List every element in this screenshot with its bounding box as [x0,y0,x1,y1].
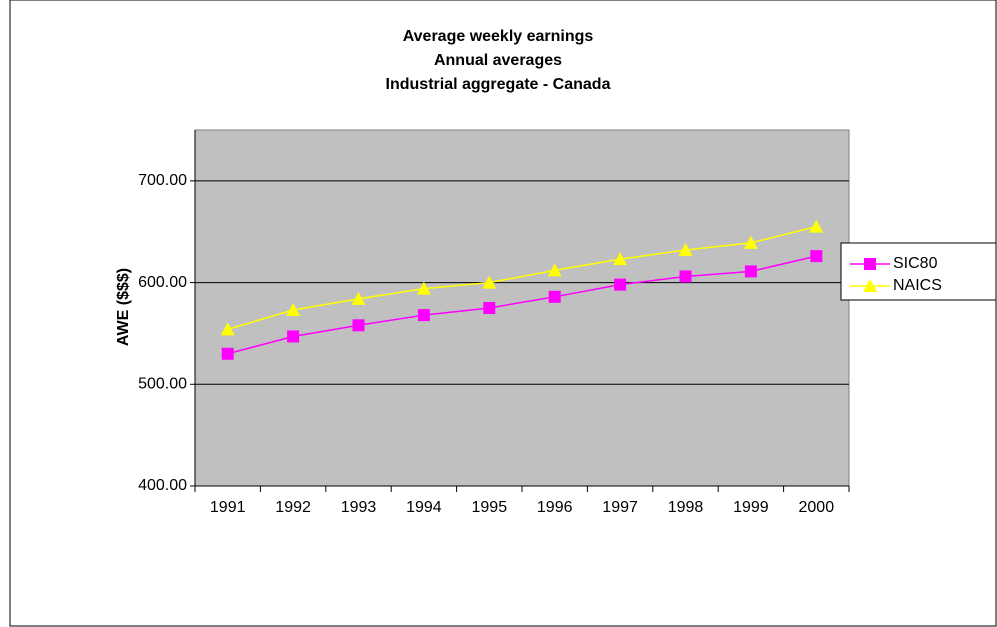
x-tick-label: 1997 [602,499,638,516]
data-point [286,303,301,317]
series-line [227,225,817,331]
x-tick-label: 1992 [275,499,311,516]
x-tick-label: 1995 [472,499,508,516]
data-point [810,250,823,263]
data-point [613,252,628,266]
legend-label: NAICS [893,277,942,294]
data-point [547,263,562,277]
data-point [482,275,497,289]
x-tick-label: 1998 [668,499,704,516]
data-point [221,347,234,360]
legend-marker [864,258,876,270]
data-point [678,243,693,257]
data-point [287,330,300,343]
y-axis-label: AWE ($$$) [115,268,132,346]
y-tick-label: 400.00 [138,477,187,494]
chart-subtitle: Annual averages [434,52,562,69]
x-tick-label: 1993 [341,499,377,516]
data-point [220,322,235,336]
data-point [614,278,627,291]
x-tick-label: 1994 [406,499,442,516]
data-point [809,219,824,233]
data-point [679,270,692,283]
data-point [352,319,365,332]
y-tick-label: 500.00 [138,376,187,393]
data-point [483,302,496,314]
legend-label: SIC80 [893,255,938,272]
y-tick-label: 600.00 [138,274,187,291]
chart-title: Average weekly earnings [403,28,594,45]
x-tick-label: 1996 [537,499,573,516]
chart-subtitle: Industrial aggregate - Canada [386,76,611,93]
data-point [417,309,430,322]
x-tick-label: 2000 [799,499,835,516]
data-point [416,281,431,295]
data-point [351,291,366,305]
x-tick-label: 1999 [733,499,769,516]
data-point [548,290,561,303]
x-tick-label: 1991 [210,499,246,516]
data-point [744,265,757,278]
y-tick-label: 700.00 [138,172,187,189]
series-line [227,255,817,355]
data-point [743,235,758,249]
legend-marker [863,279,877,292]
